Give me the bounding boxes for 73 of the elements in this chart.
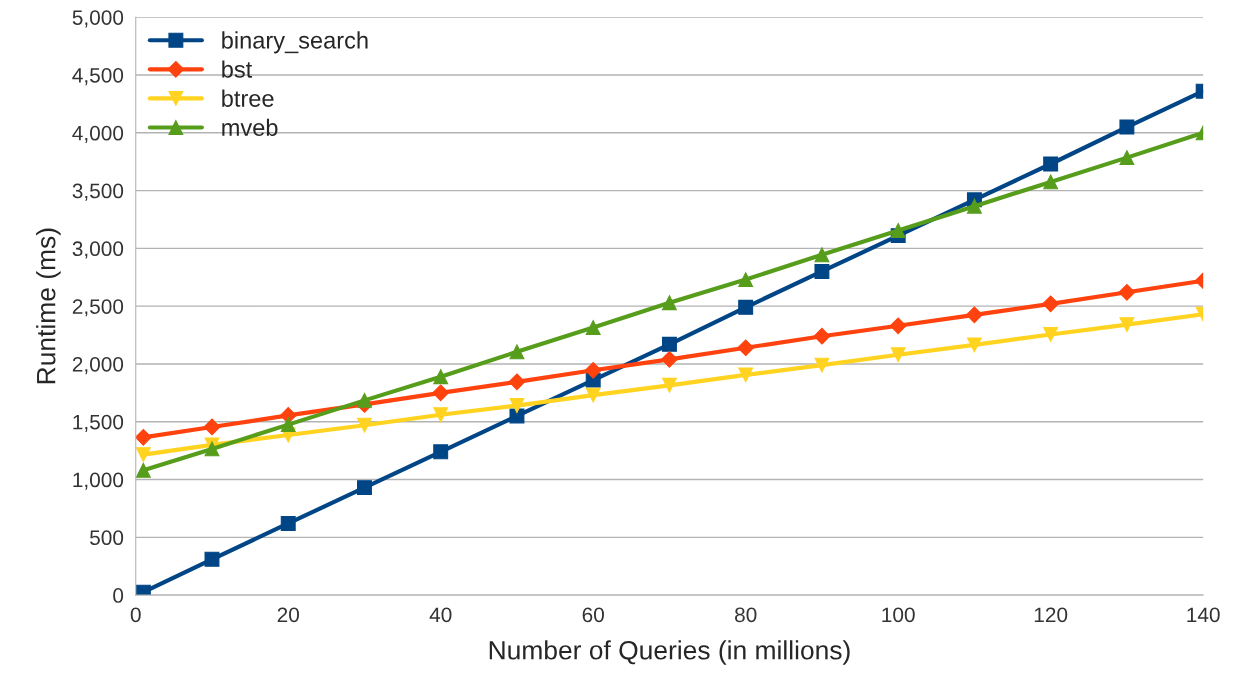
point	[738, 272, 754, 288]
point	[814, 247, 830, 263]
point	[433, 407, 449, 423]
point	[890, 347, 906, 363]
point	[584, 361, 602, 379]
point	[585, 387, 601, 403]
y-tick-label: 0	[113, 588, 124, 603]
point	[737, 339, 755, 357]
y-tick-label: 2,000	[72, 356, 124, 375]
point	[508, 373, 526, 391]
point	[889, 317, 907, 335]
x-tick-label: 0	[130, 607, 141, 623]
point	[1043, 156, 1059, 172]
point	[966, 306, 983, 324]
y-tick-label: 1,000	[73, 472, 124, 490]
point	[357, 480, 372, 496]
point	[432, 384, 450, 402]
legend-label: binary_search	[222, 31, 368, 54]
y-axis-title: Runtime (ms)	[36, 228, 61, 384]
point	[1043, 327, 1059, 342]
x-tick-label: 120	[1034, 607, 1068, 623]
point	[738, 299, 754, 315]
point	[280, 417, 296, 433]
point	[509, 398, 525, 414]
point	[280, 515, 296, 531]
point	[204, 551, 220, 567]
point	[135, 447, 151, 463]
x-tick-label: 60	[582, 607, 604, 623]
point	[135, 462, 151, 478]
point	[1119, 119, 1135, 135]
y-tick-label: 1,500	[73, 414, 124, 432]
point	[509, 344, 525, 360]
x-axis-title: Number of Queries (in millions)	[489, 640, 850, 665]
point	[357, 392, 372, 408]
x-tick-label: 40	[429, 607, 452, 623]
point	[661, 295, 677, 311]
point	[135, 428, 152, 446]
legend-label: bst	[222, 60, 253, 78]
legend-label: mveb	[222, 118, 278, 136]
y-tick-label: 3,500	[72, 183, 124, 201]
point	[357, 417, 372, 433]
point	[433, 369, 449, 385]
point	[204, 441, 220, 457]
point	[661, 377, 677, 393]
y-tick-label: 3,000	[72, 241, 124, 259]
x-tick-label: 100	[882, 607, 915, 623]
point	[1043, 174, 1059, 190]
y-tick-label: 4,000	[72, 125, 124, 143]
point	[966, 337, 982, 353]
y-tick-label: 5,000	[72, 10, 124, 28]
x-tick-label: 20	[277, 607, 299, 623]
point	[966, 198, 982, 214]
point	[661, 336, 677, 352]
point	[509, 408, 525, 424]
point	[1042, 295, 1060, 313]
point	[203, 418, 221, 436]
point	[814, 357, 830, 373]
point	[1118, 283, 1136, 301]
y-tick-label: 500	[90, 530, 124, 546]
y-tick-label: 2,500	[72, 299, 124, 317]
point	[890, 222, 906, 238]
y-tick-label: 4,500	[72, 67, 124, 86]
point	[661, 350, 678, 368]
legend-label: btree	[222, 89, 274, 107]
x-tick-label: 80	[735, 607, 757, 623]
point	[813, 327, 831, 345]
point	[1119, 150, 1135, 166]
point	[738, 367, 754, 383]
x-tick-label: 140	[1187, 607, 1220, 623]
point	[1119, 317, 1135, 333]
point	[814, 264, 830, 279]
point	[585, 320, 601, 336]
point	[433, 444, 449, 460]
